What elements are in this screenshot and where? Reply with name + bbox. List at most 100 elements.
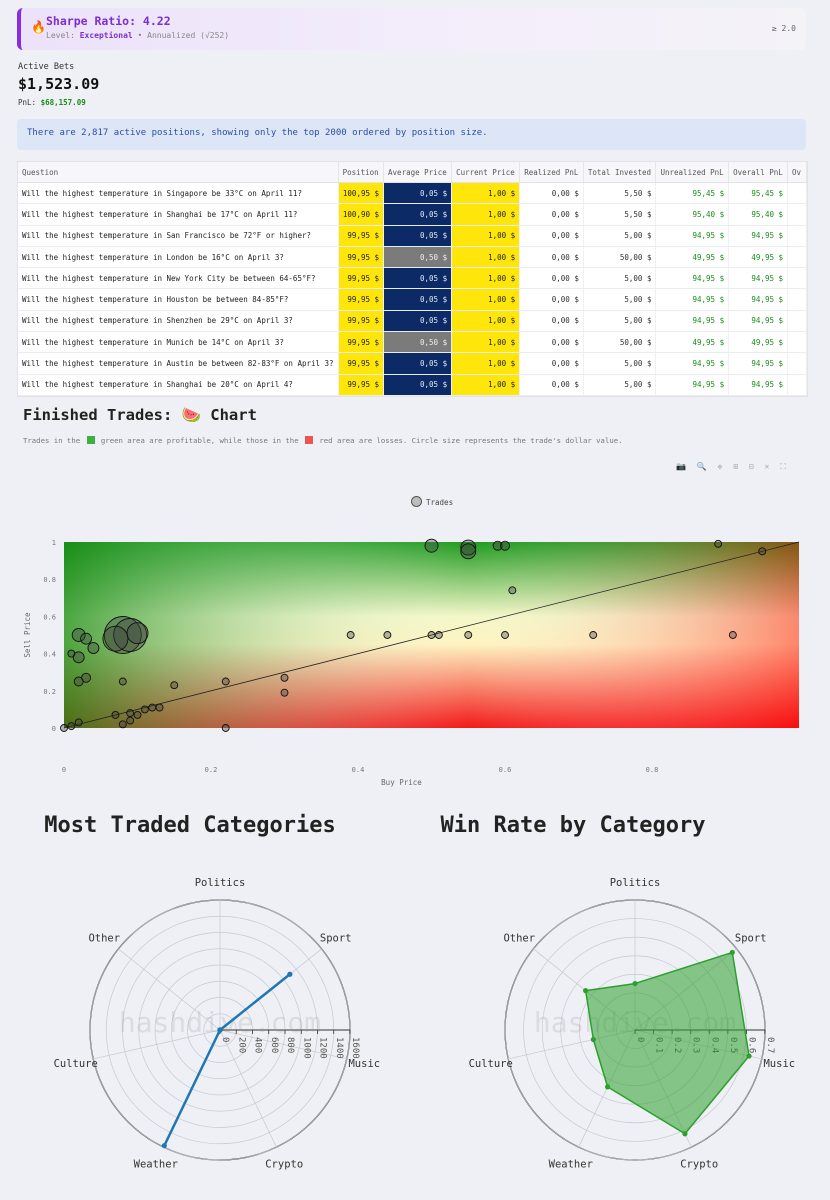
sharpe-threshold: ≥ 2.0: [771, 24, 796, 33]
table-row[interactable]: Will the highest temperature in Munich b…: [18, 331, 807, 354]
table-row[interactable]: Will the highest temperature in Shanghai…: [18, 203, 807, 226]
column-header[interactable]: Overall PnL: [728, 162, 789, 183]
table-cell: 49,95 $: [728, 331, 789, 354]
table-row[interactable]: Will the highest temperature in Singapor…: [18, 182, 807, 205]
table-cell: 0,00 $: [519, 374, 584, 396]
trade-point: [424, 538, 439, 553]
y-tick-label: 0.4: [43, 651, 56, 659]
trade-point: [140, 705, 149, 714]
table-cell: [787, 246, 807, 269]
table-row[interactable]: Will the highest temperature in Shanghai…: [18, 374, 807, 396]
table-cell: 5,00 $: [583, 352, 657, 375]
table-cell: 95,40 $: [728, 203, 789, 226]
table-row[interactable]: Will the highest temperature in San Fran…: [18, 225, 807, 247]
trade-point: [126, 716, 135, 725]
category-label: Culture: [469, 1058, 513, 1070]
table-row[interactable]: Will the highest temperature in Austin b…: [18, 352, 807, 375]
table-cell: 99,95 $: [338, 267, 385, 290]
table-cell: 99,95 $: [338, 246, 385, 269]
table-cell: 0,05 $: [383, 288, 453, 311]
trade-point: [133, 711, 142, 719]
table-cell: 1,00 $: [451, 267, 521, 290]
series-point: [583, 988, 589, 994]
level-prefix: Level:: [46, 31, 80, 40]
sharpe-card: 🔥 Sharpe Ratio: 4.22 Level: Exceptional …: [17, 8, 806, 50]
annualized-note: • Annualized (√252): [132, 31, 230, 40]
table-cell: Will the highest temperature in Shenzhen…: [18, 310, 339, 333]
x-axis-label: Buy Price: [381, 778, 422, 787]
chart-toolbar[interactable]: 📷 🔍 ✥ ⊞ ⊟ ✕ ⛶: [676, 462, 789, 471]
radial-tick-label: 1600: [350, 1037, 360, 1059]
trade-point: [221, 677, 230, 686]
series-point: [590, 1036, 596, 1043]
category-label: Culture: [54, 1058, 98, 1070]
table-cell: 99,95 $: [338, 331, 385, 354]
table-cell: [787, 182, 807, 205]
table-cell: 0,00 $: [519, 352, 584, 375]
column-header[interactable]: Position: [338, 162, 385, 183]
table-row[interactable]: Will the highest temperature in Shenzhen…: [18, 310, 807, 333]
table-cell: [787, 288, 807, 311]
table-cell: Will the highest temperature in Munich b…: [18, 331, 339, 354]
table-cell: 99,95 $: [338, 352, 385, 375]
table-cell: 0,00 $: [519, 246, 584, 269]
sharpe-level: Exceptional: [79, 31, 133, 40]
table-row[interactable]: Will the highest temperature in London b…: [18, 246, 807, 269]
table-cell: 0,05 $: [383, 310, 453, 333]
scatter-chart[interactable]: 0 0.2 0.4 0.6 0.8 0 0.2 0.4 0.6 0.8 1 Buy Price Sell…: [0, 520, 830, 795]
trade-point: [126, 709, 135, 718]
table-header-row: Question Position Average Price Current Pri…: [18, 162, 807, 183]
chart-legend[interactable]: Trades: [411, 496, 453, 507]
column-header[interactable]: Question: [18, 162, 339, 183]
table-cell: 1,00 $: [451, 246, 521, 269]
table-cell: 49,95 $: [728, 246, 789, 269]
most-traded-radar[interactable]: Most Traded Categories Politics Sport Music…: [0, 800, 415, 1200]
table-cell: 99,95 $: [338, 225, 385, 247]
positions-table[interactable]: Question Position Average Price Current Pri…: [17, 161, 808, 397]
column-header[interactable]: Realized PnL: [519, 162, 584, 183]
column-header[interactable]: Total Invested: [583, 162, 657, 183]
radial-tick-label: 800: [285, 1037, 295, 1053]
series-point: [729, 949, 735, 956]
radial-tick-label: 1200: [318, 1037, 328, 1059]
x-tick-label: 0.8: [646, 766, 659, 774]
trade-point: [500, 540, 510, 551]
table-row[interactable]: Will the highest temperature in Houston …: [18, 288, 807, 311]
table-row[interactable]: Will the highest temperature in New York…: [18, 267, 807, 290]
column-header[interactable]: Average Price: [383, 162, 453, 183]
active-bets-label: Active Bets: [18, 62, 75, 72]
win-rate-radar[interactable]: Win Rate by Category Politics Sport Music Cr…: [415, 800, 830, 1200]
category-label: Other: [88, 933, 120, 945]
trade-point: [460, 543, 477, 560]
table-body: Will the highest temperature in Singapor…: [18, 182, 807, 396]
table-cell: 0,00 $: [519, 225, 584, 247]
radar-spoke: [219, 1029, 347, 1060]
y-tick-label: 0.2: [43, 688, 56, 696]
column-header[interactable]: Current Price: [451, 162, 521, 183]
trade-point: [346, 631, 355, 639]
radar-spoke: [118, 948, 221, 1031]
finished-trades-description: Trades in the green area are profitable,…: [23, 436, 623, 445]
table-cell: 95,45 $: [655, 182, 730, 205]
chart-title: Most Traded Categories: [44, 813, 335, 838]
table-cell: 99,95 $: [338, 374, 385, 396]
table-cell: 94,95 $: [655, 310, 730, 333]
table-cell: Will the highest temperature in Singapor…: [18, 182, 339, 205]
table-cell: 99,95 $: [338, 310, 385, 333]
trade-point: [71, 628, 86, 642]
table-cell: Will the highest temperature in San Fran…: [18, 225, 339, 247]
trade-point: [74, 718, 83, 727]
trade-point: [72, 651, 85, 664]
column-header[interactable]: Unrealized PnL: [655, 162, 730, 183]
radial-tick-label: 200: [236, 1037, 246, 1053]
radial-tick-label: 0.6: [746, 1037, 756, 1053]
table-cell: 94,95 $: [655, 267, 730, 290]
table-cell: 0,00 $: [519, 267, 584, 290]
finished-trades-title: Finished Trades: 🍉 Chart: [23, 406, 257, 424]
chart-title: Win Rate by Category: [441, 813, 706, 838]
column-header[interactable]: Ov: [787, 162, 807, 183]
radar-spoke: [93, 1029, 221, 1060]
trade-point: [67, 722, 76, 731]
x-tick-label: 0.6: [499, 766, 512, 774]
table-cell: [787, 374, 807, 396]
